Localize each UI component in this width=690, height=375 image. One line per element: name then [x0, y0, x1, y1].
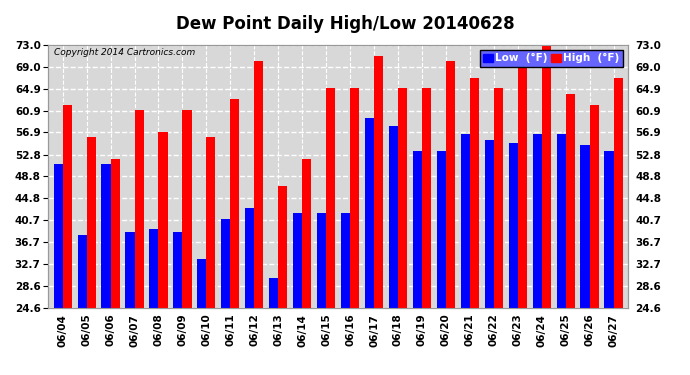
- Bar: [484, 140, 494, 375]
- Bar: [54, 164, 63, 375]
- Bar: [557, 135, 566, 375]
- Bar: [446, 61, 455, 375]
- Bar: [589, 105, 599, 375]
- Bar: [413, 151, 422, 375]
- Bar: [87, 137, 96, 375]
- Bar: [126, 232, 135, 375]
- Bar: [149, 230, 159, 375]
- Bar: [509, 142, 518, 375]
- Text: Copyright 2014 Cartronics.com: Copyright 2014 Cartronics.com: [54, 48, 195, 57]
- Bar: [398, 88, 407, 375]
- Bar: [293, 213, 302, 375]
- Bar: [350, 88, 359, 375]
- Bar: [135, 110, 144, 375]
- Bar: [173, 232, 182, 375]
- Bar: [374, 56, 383, 375]
- Bar: [230, 99, 239, 375]
- Bar: [542, 40, 551, 375]
- Bar: [461, 135, 470, 375]
- Bar: [110, 159, 119, 375]
- Bar: [518, 61, 527, 375]
- Bar: [341, 213, 350, 375]
- Bar: [221, 219, 230, 375]
- Bar: [566, 94, 575, 375]
- Bar: [101, 164, 110, 375]
- Bar: [255, 61, 264, 375]
- Bar: [604, 151, 613, 375]
- Text: Dew Point Daily High/Low 20140628: Dew Point Daily High/Low 20140628: [176, 15, 514, 33]
- Bar: [159, 132, 168, 375]
- Bar: [182, 110, 192, 375]
- Bar: [278, 186, 287, 375]
- Bar: [580, 146, 589, 375]
- Bar: [613, 78, 622, 375]
- Bar: [302, 159, 311, 375]
- Bar: [245, 208, 255, 375]
- Bar: [365, 118, 374, 375]
- Legend: Low  (°F), High  (°F): Low (°F), High (°F): [480, 50, 622, 66]
- Bar: [470, 78, 479, 375]
- Bar: [317, 213, 326, 375]
- Bar: [494, 88, 503, 375]
- Bar: [326, 88, 335, 375]
- Bar: [437, 151, 446, 375]
- Bar: [533, 135, 542, 375]
- Bar: [63, 105, 72, 375]
- Bar: [389, 126, 398, 375]
- Bar: [77, 235, 87, 375]
- Bar: [206, 137, 215, 375]
- Bar: [269, 278, 278, 375]
- Bar: [422, 88, 431, 375]
- Bar: [197, 259, 206, 375]
